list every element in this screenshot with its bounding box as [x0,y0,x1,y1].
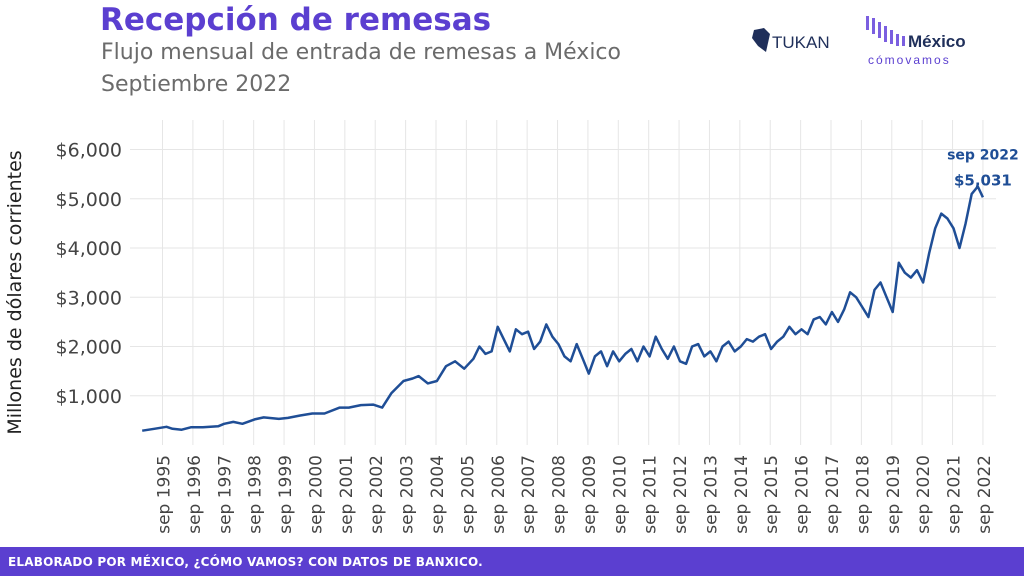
x-tick-label: sep 2011 [641,455,661,534]
x-tick-label: sep 1999 [276,455,296,534]
tukan-logo-text: TUKAN [772,33,830,52]
footer-source-text: ELABORADO POR MÉXICO, ¿CÓMO VAMOS? CON D… [8,555,483,569]
y-tick-label: $4,000 [56,238,122,260]
x-tick-label: sep 1996 [185,455,205,534]
x-tick-label: sep 1997 [215,455,235,534]
tukan-logo: TUKAN [752,28,830,52]
x-tick-label: sep 2007 [519,455,539,534]
y-tick-label: $1,000 [56,386,122,408]
chart-title: Recepción de remesas [100,2,492,38]
mcv-logo-main: México [908,32,966,51]
y-tick-label: $2,000 [56,337,122,359]
x-tick-label: sep 2022 [975,455,995,534]
annotation-date-label: sep 2022 [947,147,1019,163]
x-tick-label: sep 2000 [306,455,326,534]
remittances-series-line [142,185,985,432]
x-tick-label: sep 1998 [246,455,266,534]
x-tick-label: sep 2010 [610,455,630,534]
x-tick-label: sep 2020 [914,455,934,534]
x-tick-label: sep 2019 [884,455,904,534]
x-tick-label: sep 2017 [823,455,843,534]
mexico-como-vamos-logo: México cómovamos [866,16,966,67]
x-tick-label: sep 2014 [732,455,752,534]
x-tick-label: sep 2018 [853,455,873,534]
x-tick-label: sep 2002 [367,455,387,534]
x-tick-label: sep 2005 [458,455,478,534]
remittances-line-chart: sep 1995 sep 1996 sep 1997 sep 1998 sep 1999… [4,120,1019,534]
x-tick-label: sep 2012 [671,455,691,534]
x-tick-label: sep 2004 [428,455,448,534]
x-tick-label: sep 2008 [550,455,570,534]
footer-bar: ELABORADO POR MÉXICO, ¿CÓMO VAMOS? CON D… [0,547,1024,576]
chart-subtitle: Flujo mensual de entrada de remesas a Mé… [101,40,621,65]
x-tick-label: sep 2016 [793,455,813,534]
annotation-value-label: $5,031 [954,171,1012,189]
x-tick-label: sep 2006 [489,455,509,534]
x-tick-label: sep 1995 [155,455,175,534]
chart-date-subtitle: Septiembre 2022 [101,72,292,97]
x-tick-label: sep 2021 [945,455,965,534]
mcv-logo-sub: cómovamos [868,53,951,67]
y-axis-title: Millones de dólares corrientes [4,150,26,434]
y-tick-label: $5,000 [56,189,122,211]
x-tick-label: sep 2003 [398,455,418,534]
y-tick-label: $6,000 [56,140,122,162]
y-tick-label: $3,000 [56,287,122,309]
x-tick-label: sep 2013 [701,455,721,534]
x-tick-label: sep 2009 [580,455,600,534]
x-tick-label: sep 2001 [337,455,357,534]
x-tick-label: sep 2015 [762,455,782,534]
